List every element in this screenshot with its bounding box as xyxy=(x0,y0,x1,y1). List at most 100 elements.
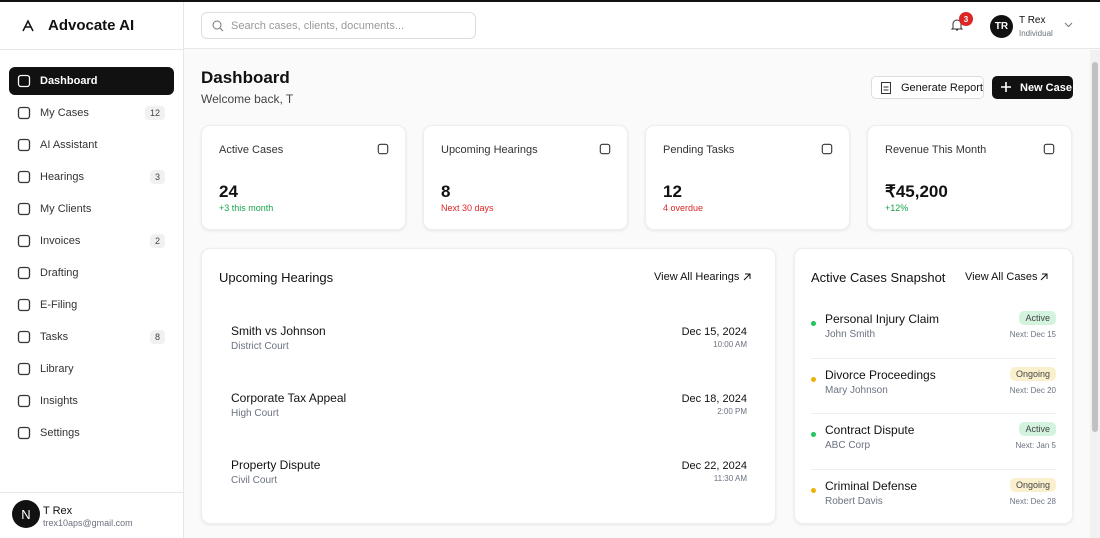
notification-badge: 3 xyxy=(959,12,973,26)
next-date: Next: Dec 28 xyxy=(1009,496,1056,506)
hearing-date: Dec 22, 2024 xyxy=(681,460,747,472)
status-pill: Active xyxy=(1019,311,1056,325)
nav-item[interactable]: Settings xyxy=(9,419,174,447)
next-date: Next: Dec 20 xyxy=(1009,385,1056,395)
nav-item[interactable]: Drafting xyxy=(9,259,174,287)
nav-icon xyxy=(377,143,389,155)
nav-icon xyxy=(599,143,611,155)
nav-item[interactable]: Dashboard xyxy=(9,67,174,95)
user-email: trex10aps@gmail.com xyxy=(43,518,133,528)
status-dot xyxy=(811,321,816,326)
arrow-icon xyxy=(743,273,751,281)
case-name[interactable]: Criminal Defense xyxy=(825,478,918,493)
status-pill: Ongoing xyxy=(1009,477,1056,492)
nav-icon xyxy=(17,330,31,344)
nav-icon xyxy=(17,394,31,408)
header-user-plan: Individual xyxy=(1019,29,1053,38)
nav-label: Dashboard xyxy=(40,75,98,87)
snapshot-card: Active Cases Snapshot View All Cases Per… xyxy=(794,248,1073,524)
nav-label: E-Filing xyxy=(40,299,78,311)
divider xyxy=(811,468,1056,470)
status-dot xyxy=(811,376,816,382)
next-date: Next: Dec 15 xyxy=(1009,330,1056,339)
hearing-case[interactable]: Corporate Tax Appeal xyxy=(231,391,347,405)
generate-report-button[interactable]: Generate Report xyxy=(871,76,984,99)
nav-icon xyxy=(17,426,31,440)
top-bar: Search cases, clients, documents... 3 TR… xyxy=(184,2,1100,49)
view-all-link[interactable]: View All Hearings xyxy=(654,271,740,283)
case-name[interactable]: Contract Dispute xyxy=(825,423,915,437)
nav-item[interactable]: My Clients xyxy=(9,195,174,223)
nav-label: Tasks xyxy=(40,331,69,343)
card-title: Active Cases Snapshot xyxy=(811,270,946,285)
nav-icon xyxy=(17,362,31,376)
stat-value: 8 xyxy=(441,182,451,201)
scroll-thumb[interactable] xyxy=(1092,62,1098,432)
stat-card: Pending Tasks 12 4 overdue xyxy=(645,125,850,230)
stat-label: Revenue This Month xyxy=(885,144,987,156)
stat-card: Revenue This Month ₹45,200 +12% xyxy=(867,125,1072,230)
stat-card: Upcoming Hearings 8 Next 30 days xyxy=(423,125,628,230)
nav-icon xyxy=(17,266,31,280)
user-name: T Rex xyxy=(43,505,73,517)
stat-note: +3 this month xyxy=(219,203,274,213)
header-user-name: T Rex xyxy=(1019,15,1046,26)
chevron[interactable] xyxy=(1064,22,1073,28)
case-client: ABC Corp xyxy=(825,440,871,451)
hearing-date: Dec 18, 2024 xyxy=(681,393,747,405)
hearing-court: District Court xyxy=(231,341,289,352)
nav-icon xyxy=(821,143,833,155)
case-client: John Smith xyxy=(825,329,876,340)
next-date: Next: Jan 5 xyxy=(1015,441,1056,450)
divider xyxy=(811,413,1056,414)
hearing-time: 10:00 AM xyxy=(713,340,747,349)
scrollbar[interactable] xyxy=(1090,50,1100,538)
nav-icon xyxy=(17,138,31,152)
nav-label: AI Assistant xyxy=(40,139,98,151)
divider xyxy=(0,49,183,50)
user-avatar[interactable]: N xyxy=(12,500,40,528)
doc-icon xyxy=(881,82,891,94)
header-avatar[interactable]: TR xyxy=(990,15,1013,38)
stat-label: Upcoming Hearings xyxy=(441,144,538,156)
divider xyxy=(811,357,1056,359)
hearing-case[interactable]: Smith vs Johnson xyxy=(231,324,326,338)
search-placeholder: Search cases, clients, documents... xyxy=(231,20,405,32)
nav-icon xyxy=(17,74,31,88)
nav-item[interactable]: Insights xyxy=(9,387,174,415)
nav-item[interactable]: Library xyxy=(9,355,174,383)
view-all-link[interactable]: View All Cases xyxy=(965,271,1038,283)
nav-item[interactable]: E-Filing xyxy=(9,291,174,319)
nav-badge: 8 xyxy=(149,330,165,344)
nav-item[interactable]: AI Assistant xyxy=(9,131,174,159)
hearing-case[interactable]: Property Dispute xyxy=(231,458,321,472)
stat-label: Active Cases xyxy=(219,144,284,156)
stat-value: ₹45,200 xyxy=(885,182,948,201)
nav-item[interactable]: Tasks 8 xyxy=(9,323,174,351)
card-title: Upcoming Hearings xyxy=(219,270,334,285)
case-name[interactable]: Personal Injury Claim xyxy=(825,312,940,326)
hearing-court: Civil Court xyxy=(231,475,278,486)
nav-label: Hearings xyxy=(40,171,85,183)
app-name: Advocate AI xyxy=(48,17,135,34)
new-case-button[interactable]: New Case xyxy=(992,76,1073,99)
nav-item[interactable]: My Cases 12 xyxy=(9,99,174,127)
hearing-time: 2:00 PM xyxy=(717,407,747,416)
hearing-time: 11:30 AM xyxy=(713,474,747,483)
case-client: Mary Johnson xyxy=(825,384,888,396)
nav-item[interactable]: Invoices 2 xyxy=(9,227,174,255)
nav-label: My Clients xyxy=(40,203,92,215)
nav-icon xyxy=(17,298,31,312)
search-box[interactable]: Search cases, clients, documents... xyxy=(201,12,476,39)
case-name[interactable]: Divorce Proceedings xyxy=(825,367,936,382)
nav-label: Invoices xyxy=(40,235,81,247)
stat-note: +12% xyxy=(885,203,909,213)
stat-note: Next 30 days xyxy=(441,203,494,213)
nav-label: My Cases xyxy=(40,107,89,119)
arrow-icon xyxy=(1040,273,1048,281)
nav-badge: 2 xyxy=(149,234,165,248)
nav-item[interactable]: Hearings 3 xyxy=(9,163,174,191)
status-pill: Ongoing xyxy=(1009,366,1056,381)
divider xyxy=(0,492,183,493)
